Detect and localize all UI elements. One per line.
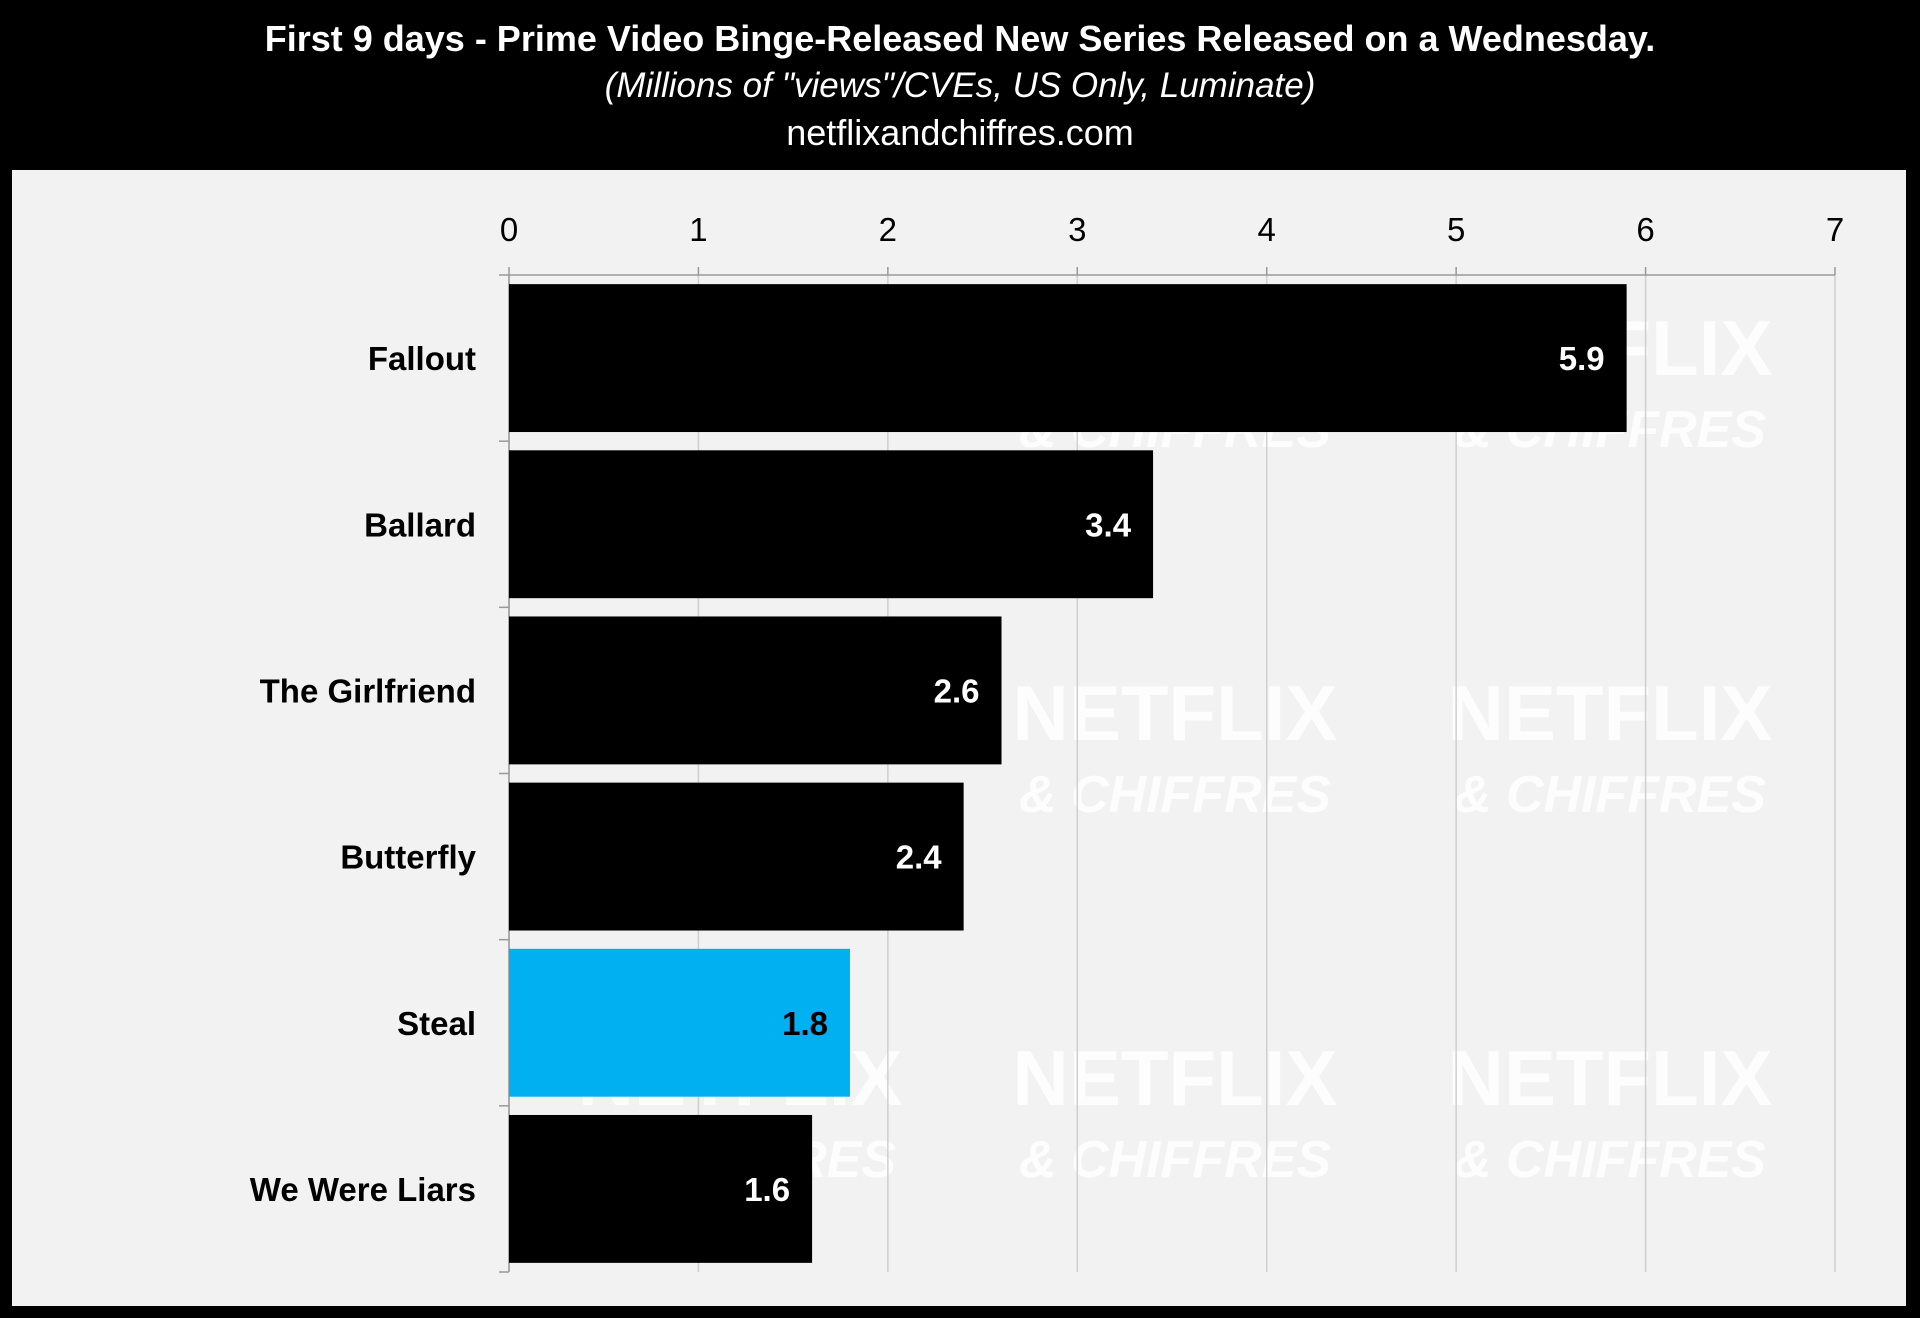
watermark-line2: & CHIFFRES bbox=[1019, 1131, 1331, 1189]
x-tick-label: 5 bbox=[1447, 211, 1465, 248]
chart-header: First 9 days - Prime Video Binge-Release… bbox=[0, 0, 1920, 168]
bar-butterfly bbox=[509, 782, 964, 931]
watermark-line2: & CHIFFRES bbox=[1454, 1131, 1766, 1189]
data-label: 1.6 bbox=[744, 1171, 790, 1208]
bar-fallout bbox=[509, 284, 1627, 433]
x-tick-label: 2 bbox=[879, 211, 897, 248]
category-label: The Girlfriend bbox=[260, 672, 476, 709]
x-tick-label: 6 bbox=[1636, 211, 1654, 248]
x-tick-label: 0 bbox=[500, 211, 518, 248]
x-tick-label: 3 bbox=[1068, 211, 1086, 248]
x-tick-label: 1 bbox=[689, 211, 707, 248]
x-tick-label: 7 bbox=[1826, 211, 1844, 248]
category-label: Fallout bbox=[368, 340, 476, 377]
category-label: Ballard bbox=[364, 506, 476, 543]
chart-title: First 9 days - Prime Video Binge-Release… bbox=[264, 18, 1656, 59]
category-label: Butterfly bbox=[340, 839, 476, 876]
data-label: 3.4 bbox=[1085, 506, 1132, 543]
category-label: We Were Liars bbox=[250, 1171, 476, 1208]
bar-we-were-liars bbox=[509, 1114, 813, 1263]
watermark-line2: & CHIFFRES bbox=[1454, 766, 1766, 824]
watermark-line2: & CHIFFRES bbox=[1019, 766, 1331, 824]
watermark-line1: NETFLIX bbox=[1013, 1034, 1338, 1122]
bar-ballard bbox=[509, 450, 1154, 599]
data-label: 5.9 bbox=[1559, 340, 1605, 377]
watermark-line1: NETFLIX bbox=[1013, 669, 1338, 757]
data-label: 2.6 bbox=[934, 672, 980, 709]
bar-steal bbox=[509, 948, 850, 1097]
watermark-line1: NETFLIX bbox=[1448, 669, 1773, 757]
data-label: 2.4 bbox=[896, 839, 943, 876]
watermark-line1: NETFLIX bbox=[1448, 1034, 1773, 1122]
x-tick-label: 4 bbox=[1258, 211, 1276, 248]
chart-source: netflixandchiffres.com bbox=[786, 112, 1134, 153]
chart-subtitle: (Millions of "views"/CVEs, US Only, Lumi… bbox=[604, 66, 1316, 105]
data-label: 1.8 bbox=[782, 1005, 828, 1042]
bar-the-girlfriend bbox=[509, 616, 1002, 765]
category-label: Steal bbox=[397, 1005, 476, 1042]
